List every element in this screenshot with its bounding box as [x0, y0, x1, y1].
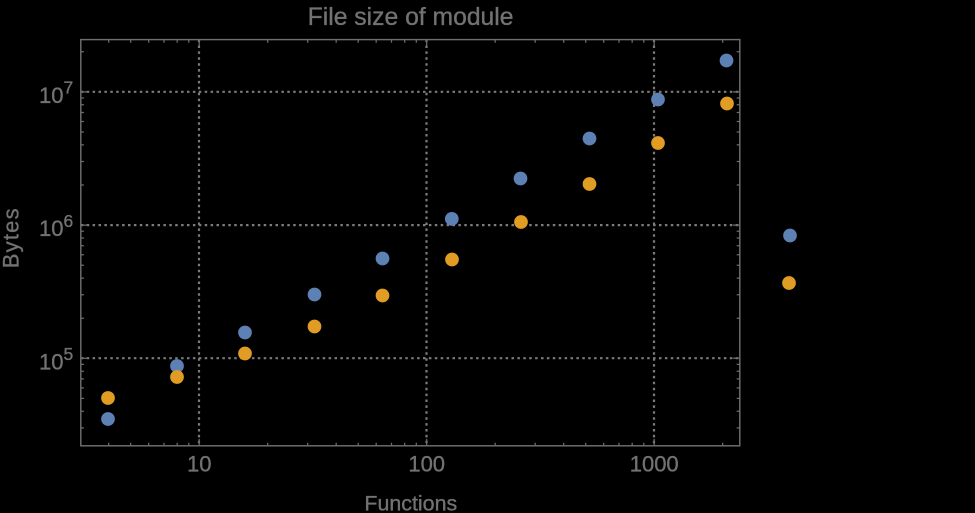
svg-text:6: 6 — [64, 211, 74, 231]
svg-text:File size of module: File size of module — [308, 4, 514, 31]
svg-text:5: 5 — [64, 344, 74, 364]
svg-text:7: 7 — [64, 78, 74, 98]
svg-text:100: 100 — [408, 452, 445, 477]
svg-text:10: 10 — [39, 83, 63, 108]
svg-text:10: 10 — [39, 349, 63, 374]
svg-text:10: 10 — [39, 216, 63, 241]
svg-text:1000: 1000 — [630, 452, 679, 477]
svg-text:Bytes: Bytes — [0, 207, 24, 268]
svg-text:Functions: Functions — [364, 492, 457, 513]
svg-text:10: 10 — [187, 452, 211, 477]
